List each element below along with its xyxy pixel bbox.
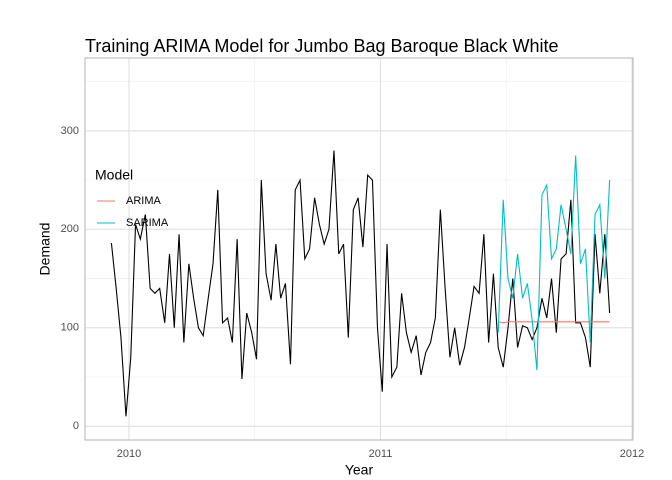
y-axis-title: Demand (37, 223, 53, 276)
x-tick-label: 2010 (117, 448, 141, 460)
y-tick-label: 300 (61, 125, 79, 137)
x-tick-label: 2011 (369, 448, 393, 460)
legend-label: ARIMA (126, 195, 162, 207)
y-tick-label: 200 (61, 223, 79, 235)
chart-title: Training ARIMA Model for Jumbo Bag Baroq… (85, 36, 559, 56)
series-line (497, 155, 611, 371)
legend-label: SARIMA (126, 217, 169, 229)
x-axis-title: Year (345, 462, 374, 478)
legend-title: Model (95, 167, 133, 183)
x-tick-label: 2012 (620, 448, 644, 460)
y-tick-label: 0 (73, 420, 79, 432)
series-line (110, 150, 611, 417)
panel-border (84, 57, 634, 441)
y-tick-label: 100 (61, 322, 79, 334)
